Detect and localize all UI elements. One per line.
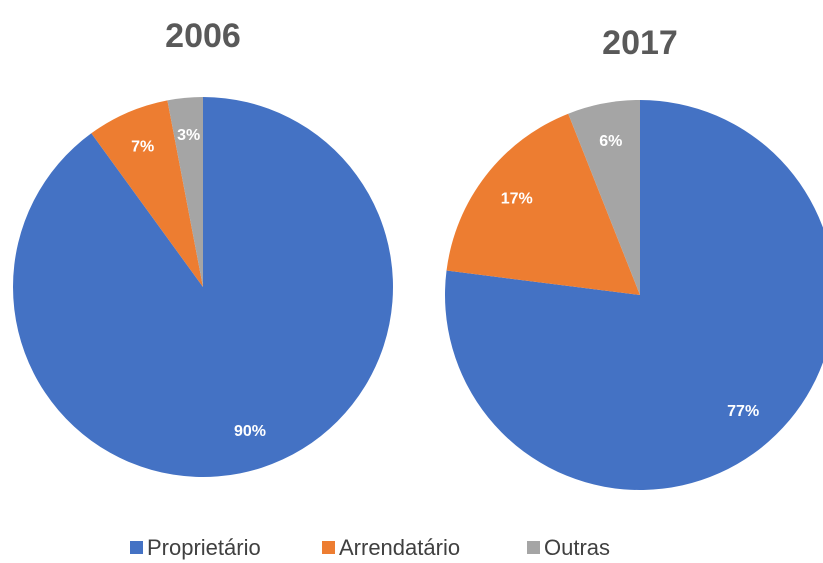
pie-slice [12,97,393,478]
data-label: 17% [501,191,533,208]
legend-label: Outras [544,535,610,560]
legend-label: Arrendatário [339,535,460,560]
data-label: 3% [177,127,200,144]
legend-swatch [130,541,143,554]
legend-swatch [322,541,335,554]
chart-title: 2017 [602,24,678,62]
chart-title: 2006 [165,17,241,55]
pie-slice [167,97,203,287]
pie-slice [91,100,203,288]
legend-swatch [527,541,540,554]
data-label: 77% [727,403,759,420]
pie-slice [445,100,823,490]
pie-slice [446,113,640,295]
data-label: 7% [131,139,154,156]
data-label: 6% [599,133,622,150]
pie-slice [568,100,640,295]
data-label: 90% [234,423,266,440]
legend-label: Proprietário [147,535,261,560]
